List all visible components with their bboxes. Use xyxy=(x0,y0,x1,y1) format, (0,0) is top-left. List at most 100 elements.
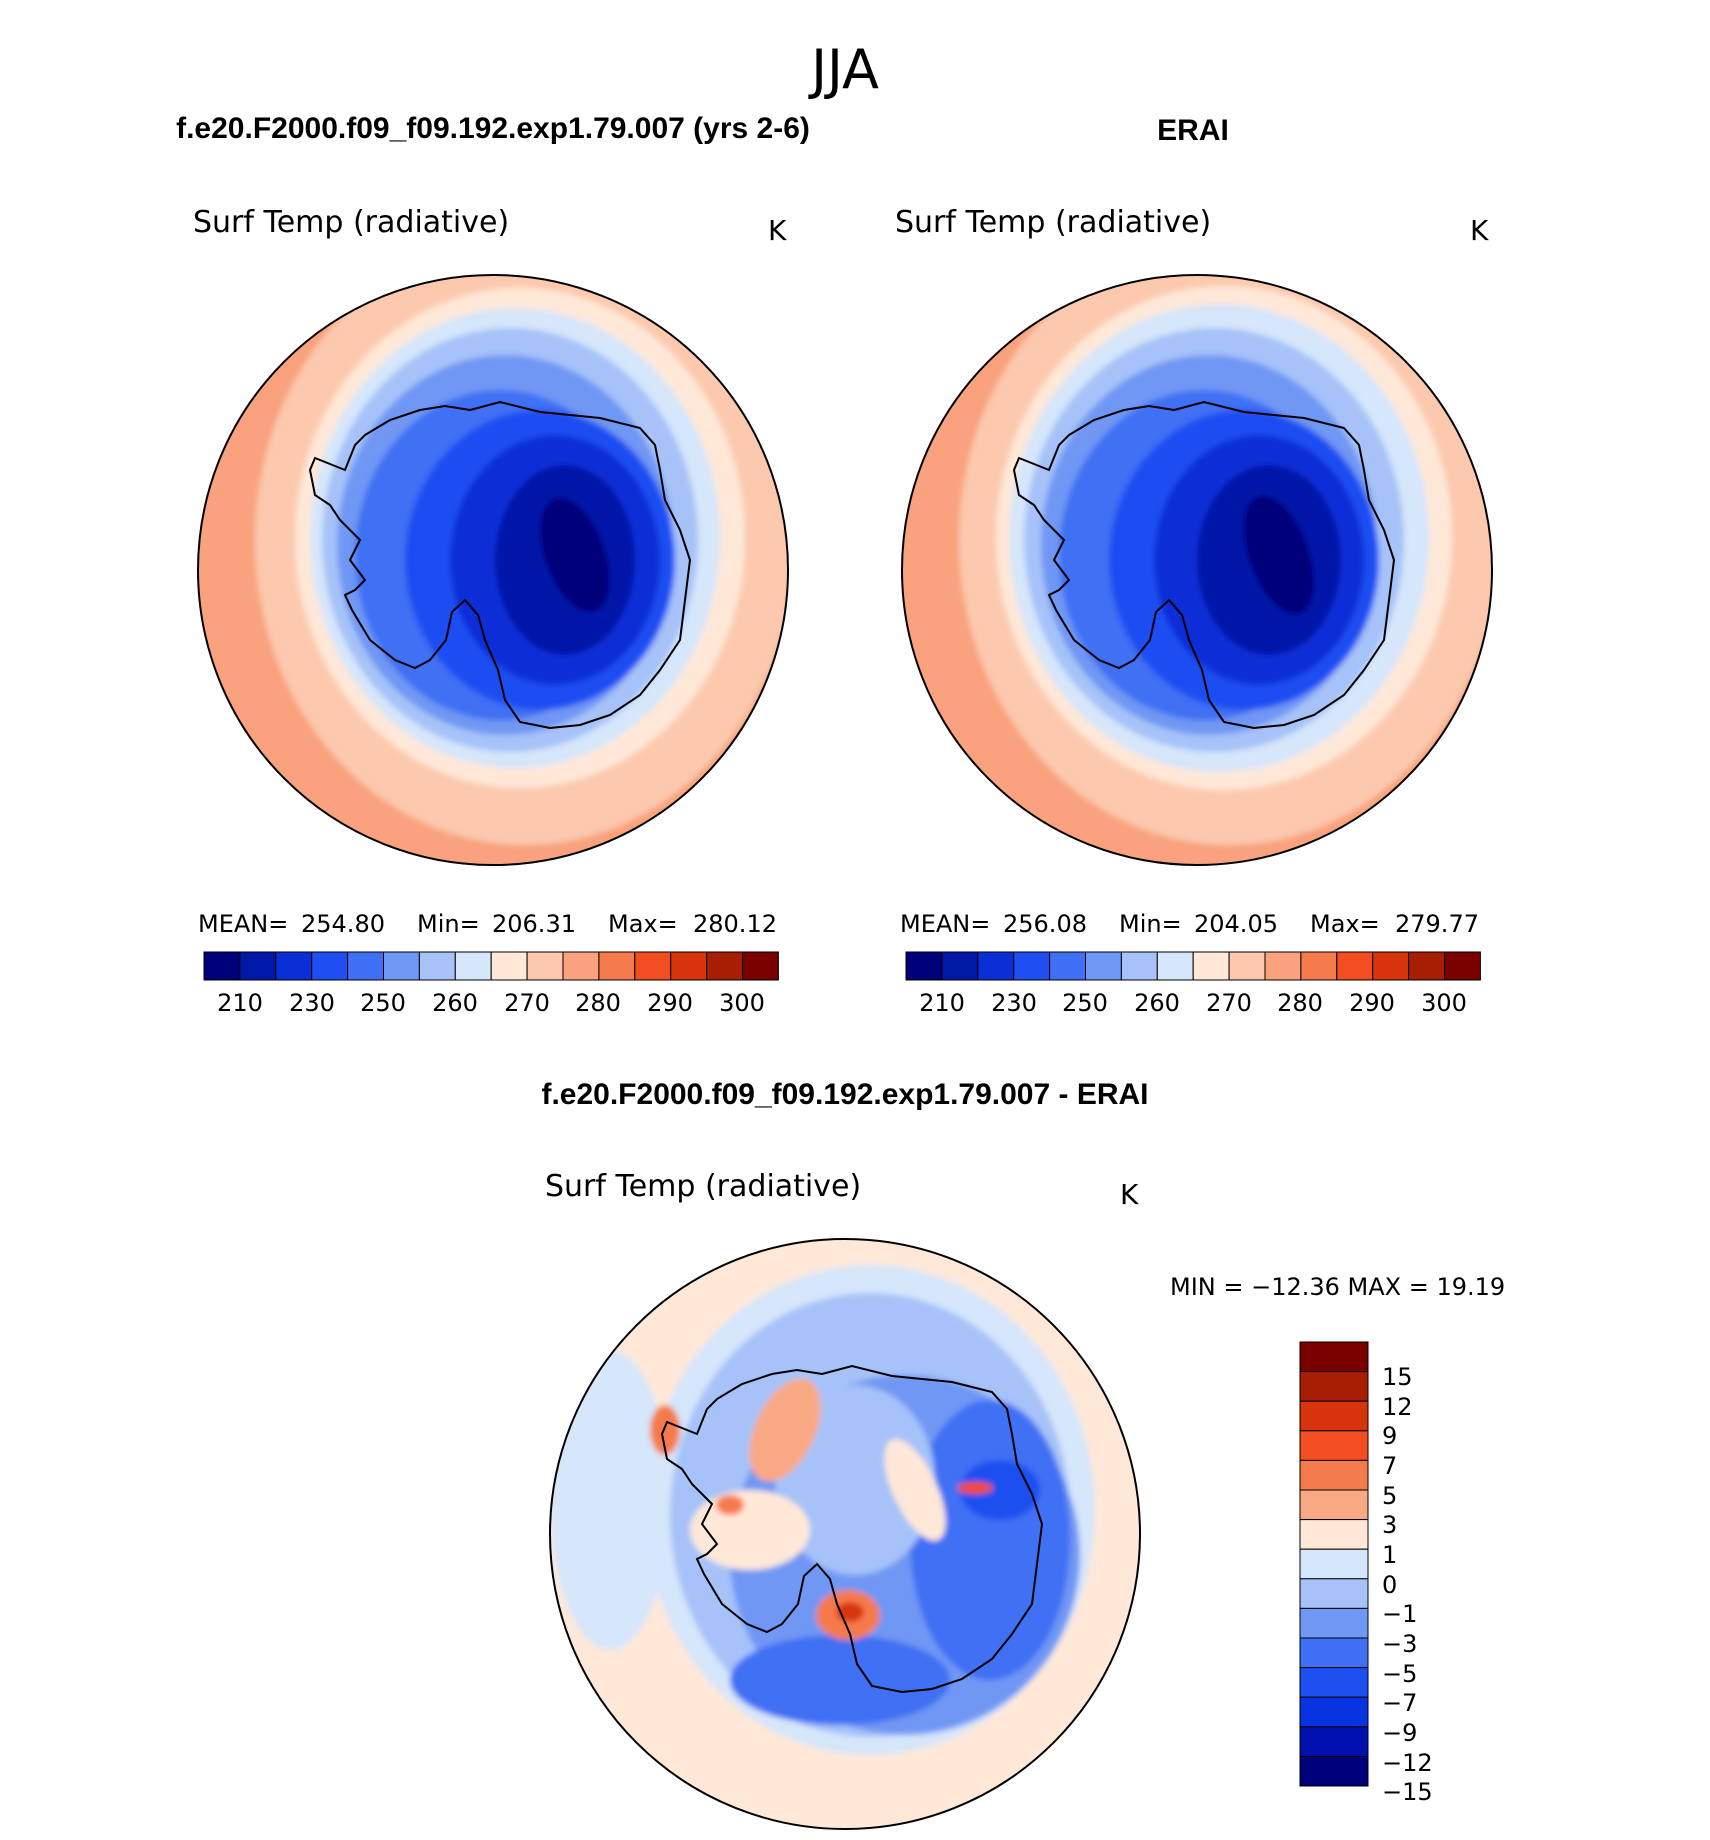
colorbar-tick-label: 300 xyxy=(1421,989,1467,1017)
colorbar-tick-label: 290 xyxy=(647,989,693,1017)
max-value: 279.77 xyxy=(1395,910,1479,938)
colorbar-tick-label: 1 xyxy=(1382,1541,1397,1569)
minmax-text: MIN = −12.36 MAX = 19.19 xyxy=(1170,1273,1505,1301)
contour-band xyxy=(910,1400,1070,1680)
colorbar-swatch xyxy=(1192,951,1230,981)
colorbar-tick-label: −12 xyxy=(1382,1749,1433,1777)
colorbar-swatch xyxy=(1299,1696,1369,1728)
colorbar-tick-label: −15 xyxy=(1382,1778,1433,1806)
colorbar-swatch xyxy=(977,951,1015,981)
mean-label: MEAN= xyxy=(198,910,288,938)
contour-band xyxy=(884,1439,946,1541)
max-label: Max= xyxy=(1310,910,1380,938)
contour-band xyxy=(540,497,610,613)
colorbar-swatch xyxy=(1299,1459,1369,1491)
colorbar-tick-label: 250 xyxy=(1062,989,1108,1017)
colorbar-swatch xyxy=(1299,1489,1369,1521)
contour-band xyxy=(1243,495,1315,615)
colorbar-swatch xyxy=(1300,951,1338,981)
min-value: 206.31 xyxy=(492,910,576,938)
colorbar-swatch xyxy=(598,951,636,981)
colorbar-swatch xyxy=(1120,951,1158,981)
colorbar-swatch xyxy=(1336,951,1374,981)
colorbar-swatch xyxy=(1299,1667,1369,1698)
mean-value: 254.80 xyxy=(301,910,385,938)
colorbar xyxy=(203,951,779,981)
colorbar-tick-label: −9 xyxy=(1382,1719,1417,1747)
contour-band xyxy=(716,1495,744,1515)
colorbar-tick-label: −1 xyxy=(1382,1600,1417,1628)
colorbar-swatch xyxy=(1299,1578,1369,1609)
panel-title: f.e20.F2000.f09_f09.192.exp1.79.007 - ER… xyxy=(541,1078,1148,1111)
colorbar-tick-label: 270 xyxy=(504,989,550,1017)
colorbar-swatch xyxy=(941,951,979,981)
colorbar-swatch xyxy=(670,951,708,981)
colorbar-swatch xyxy=(706,951,743,981)
colorbar xyxy=(1299,1341,1369,1787)
colorbar-swatch xyxy=(490,951,528,981)
map-boundary xyxy=(901,274,1493,866)
units-label: K xyxy=(768,214,787,247)
units-label: K xyxy=(1120,1178,1139,1211)
map-boundary xyxy=(549,1238,1141,1830)
panel-erai: ERAI Surf Temp (radiative) K MEAN= 256 xyxy=(895,114,1493,1017)
colorbar-tick-label: 210 xyxy=(217,989,263,1017)
colorbar-swatch xyxy=(1085,951,1122,981)
panel-difference: f.e20.F2000.f09_f09.192.exp1.79.007 - ER… xyxy=(541,1078,1505,1830)
max-value: 280.12 xyxy=(693,910,777,938)
variable-label: Surf Temp (radiative) xyxy=(193,205,509,240)
colorbar-tick-label: −5 xyxy=(1382,1660,1417,1688)
min-label: Min= xyxy=(1119,910,1182,938)
colorbar-tick-label: 260 xyxy=(432,989,478,1017)
contour-band xyxy=(957,1482,993,1494)
colorbar-tick-label: 270 xyxy=(1206,989,1252,1017)
colorbar-swatch xyxy=(418,951,456,981)
colorbar xyxy=(905,951,1481,981)
mean-label: MEAN= xyxy=(900,910,990,938)
colorbar-swatch xyxy=(562,951,600,981)
stats-line: MEAN= 256.08 Min= 204.05 Max= 279.77 xyxy=(900,910,1479,938)
colorbar-swatch xyxy=(1372,951,1410,981)
colorbar-swatch xyxy=(311,951,349,981)
min-label: Min= xyxy=(417,910,480,938)
contour-band xyxy=(749,1378,821,1482)
polar-map xyxy=(902,275,1492,865)
colorbar-tick-label: 290 xyxy=(1349,989,1395,1017)
colorbar-swatch xyxy=(454,951,492,981)
colorbar-swatch xyxy=(1299,1755,1369,1787)
colorbar-tick-label: 280 xyxy=(575,989,621,1017)
variable-label: Surf Temp (radiative) xyxy=(545,1169,861,1204)
panel-title: ERAI xyxy=(1157,114,1229,147)
colorbar-swatch xyxy=(1264,951,1302,981)
colorbar-tick-label: 260 xyxy=(1134,989,1180,1017)
colorbar-tick-label: 7 xyxy=(1382,1452,1397,1480)
colorbar-swatch xyxy=(203,951,241,981)
colorbar-swatch xyxy=(1299,1341,1369,1373)
colorbar-labels: 210 230 250 260 270 280 290 300 xyxy=(919,989,1467,1017)
colorbar-tick-label: −3 xyxy=(1382,1630,1417,1658)
colorbar-tick-label: 3 xyxy=(1382,1511,1397,1539)
colorbar-swatch xyxy=(1049,951,1086,981)
contour-band xyxy=(650,1405,680,1455)
colorbar-swatch xyxy=(1228,951,1266,981)
units-label: K xyxy=(1470,214,1489,247)
colorbar-swatch xyxy=(1299,1607,1369,1639)
colorbar-swatch xyxy=(1013,951,1051,981)
max-label: Max= xyxy=(608,910,678,938)
min-value: 204.05 xyxy=(1194,910,1278,938)
colorbar-tick-label: 9 xyxy=(1382,1422,1397,1450)
contour-band xyxy=(960,1460,1040,1520)
colorbar-swatch xyxy=(275,951,313,981)
colorbar-labels: 15 12 9 7 5 3 1 0 −1 −3 −5 −7 −9 −12 −15 xyxy=(1382,1363,1433,1806)
colorbar-swatch xyxy=(347,951,385,981)
colorbar-tick-label: 0 xyxy=(1382,1571,1397,1599)
colorbar-tick-label: 300 xyxy=(719,989,765,1017)
page-title: JJA xyxy=(808,38,879,101)
contour-band xyxy=(730,1635,950,1725)
polar-map xyxy=(550,1239,1140,1829)
colorbar-swatch xyxy=(1156,951,1194,981)
panel-title: f.e20.F2000.f09_f09.192.exp1.79.007 (yrs… xyxy=(176,112,810,145)
colorbar-swatch xyxy=(1299,1519,1369,1550)
colorbar-swatch xyxy=(1299,1548,1369,1580)
